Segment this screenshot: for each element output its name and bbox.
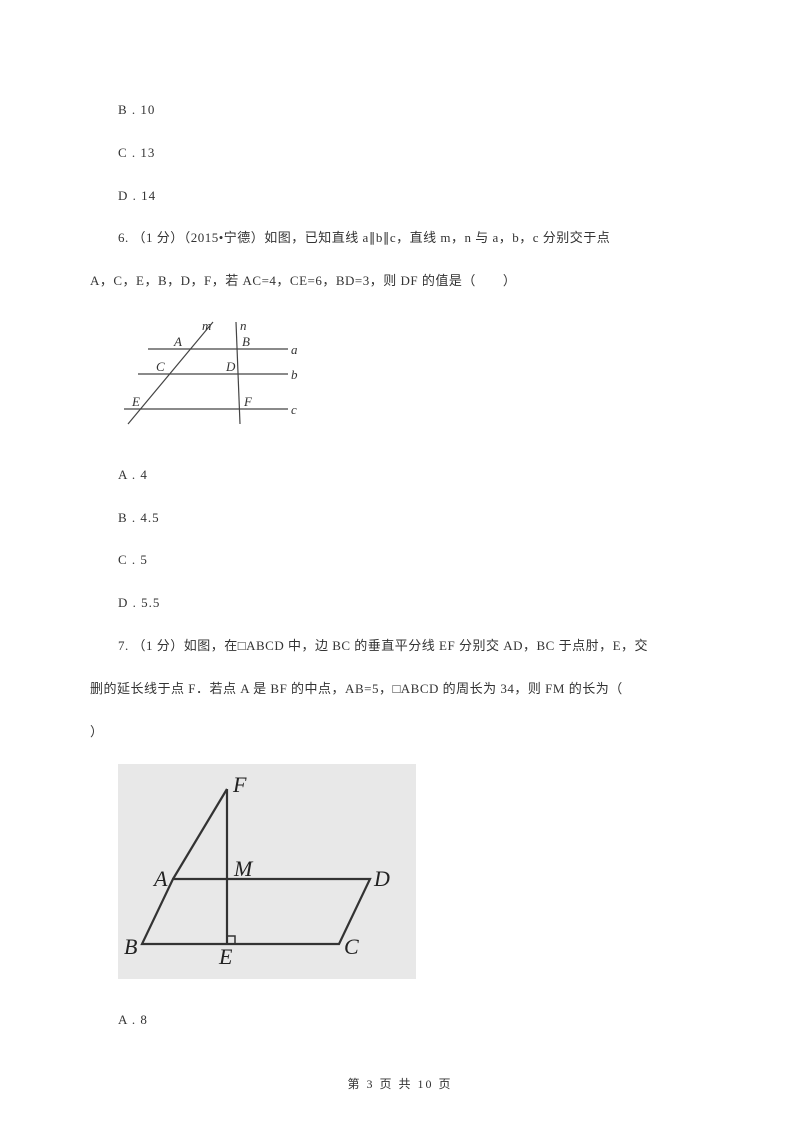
q7-text-line1: 7. （1 分）如图，在□ABCD 中，边 BC 的垂直平分线 EF 分别交 A… <box>118 636 710 657</box>
q7-diagram: F A M D B E C <box>118 764 416 979</box>
q7-label-E: E <box>218 944 233 969</box>
q7-label-C: C <box>344 934 359 959</box>
q6-option-d: D . 5.5 <box>118 593 710 614</box>
q6-label-n: n <box>240 318 247 333</box>
q6-label-m: m <box>202 318 211 333</box>
page-body: B . 10 C . 13 D . 14 6. （1 分）（2015•宁德）如图… <box>0 0 800 1093</box>
q5-option-b: B . 10 <box>118 100 710 121</box>
q5-option-d: D . 14 <box>118 186 710 207</box>
q6-label-B: B <box>242 334 250 349</box>
q6-label-F: F <box>243 394 253 409</box>
q7-label-M: M <box>233 856 254 881</box>
q6-option-a: A . 4 <box>118 465 710 486</box>
q7-label-A: A <box>152 866 168 891</box>
q6-label-c: c <box>291 402 297 417</box>
q7-figure: F A M D B E C <box>118 764 710 986</box>
q7-text-line3: ） <box>90 722 710 743</box>
q7-label-D: D <box>373 866 390 891</box>
q6-text-line2: A，C，E，B，D，F，若 AC=4，CE=6，BD=3，则 DF 的值是（ ） <box>90 271 710 292</box>
q7-option-a: A . 8 <box>118 1010 710 1031</box>
q6-figure: m n A B a C D b E F c <box>118 314 710 441</box>
q6-text-line1: 6. （1 分）（2015•宁德）如图，已知直线 a∥b∥c，直线 m，n 与 … <box>118 228 710 249</box>
q7-label-B: B <box>124 934 137 959</box>
q6-label-E: E <box>131 394 140 409</box>
q7-text-line2: 删的延长线于点 F．若点 A 是 BF 的中点，AB=5，□ABCD 的周长为 … <box>90 679 710 700</box>
q6-label-A: A <box>173 334 182 349</box>
q6-diagram: m n A B a C D b E F c <box>118 314 308 434</box>
q7-label-F: F <box>232 772 247 797</box>
q6-label-b: b <box>291 367 298 382</box>
q6-label-C: C <box>156 359 165 374</box>
q6-option-c: C . 5 <box>118 550 710 571</box>
q6-label-D: D <box>225 359 236 374</box>
q6-label-a: a <box>291 342 298 357</box>
q5-option-c: C . 13 <box>118 143 710 164</box>
q6-option-b: B . 4.5 <box>118 508 710 529</box>
page-footer: 第 3 页 共 10 页 <box>0 1075 800 1094</box>
